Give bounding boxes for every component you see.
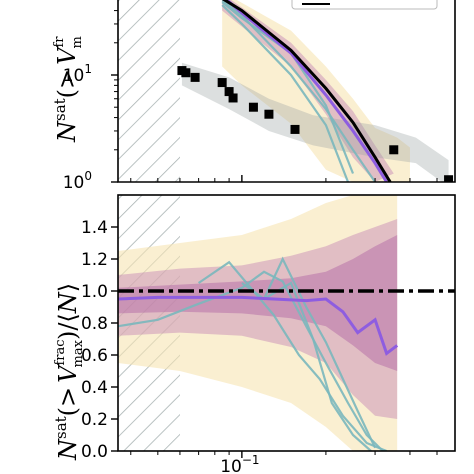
observed-point	[290, 124, 300, 134]
bottom-ytick-label: 0.6	[81, 346, 108, 366]
bottom-ytick-label: 1.2	[81, 250, 108, 270]
bottom-ylabel-v: V	[54, 363, 82, 383]
bottom-ylabel-sat: sat	[52, 416, 70, 439]
observed-point	[181, 68, 191, 78]
bottom-ylabel-frac: frac	[53, 339, 68, 365]
top-band-observed	[181, 62, 449, 182]
top-realisation-line-2	[221, 4, 350, 182]
observed-point	[217, 78, 227, 88]
bottom-ytick-label: 0.2	[81, 410, 108, 430]
top-lines	[221, 0, 392, 182]
legend-box	[291, 0, 438, 10]
bottom-realisation-line-0	[118, 270, 384, 451]
bottom-ylabel-rest: )/⟨	[54, 313, 82, 340]
bottom-ylabel-n2: N	[54, 291, 82, 314]
top-panel: 101 100 Nsat(> Vfr m	[51, 0, 456, 193]
top-axes-frame	[117, 0, 456, 183]
top-ylabel-paren: (>	[53, 69, 81, 98]
top-mean-line	[221, 0, 392, 182]
observed-point	[444, 175, 454, 182]
bottom-ticks: 0.0 0.2 0.4 0.6 0.8 1.0 1.2 1.4 10−1	[81, 175, 438, 474]
top-ylabel-sat: sat	[51, 98, 69, 121]
bottom-realisation-line-3	[263, 281, 372, 451]
bottom-xtick-label: 10−1	[220, 453, 259, 474]
top-observed-points	[177, 66, 454, 182]
bottom-realisation-line-1	[197, 260, 388, 451]
bottom-ytick-label: 0.8	[81, 314, 108, 334]
bottom-ylabel-n: N	[54, 438, 82, 461]
bottom-band-2	[118, 235, 398, 371]
top-median-line	[224, 0, 388, 182]
bottom-ytick-label: 1.0	[81, 282, 108, 302]
observed-point	[264, 109, 274, 119]
bottom-ylabel-paren: (>	[54, 387, 82, 416]
bottom-panel: 0.0 0.2 0.4 0.6 0.8 1.0 1.2 1.4 10−1 Nsat(> Vfrac…	[52, 175, 456, 474]
bottom-ylabel-max: max	[71, 339, 86, 367]
observed-point	[248, 102, 258, 112]
top-ytick-label: 100	[63, 169, 92, 193]
top-ylabel-m: m	[70, 36, 85, 48]
top-ylabel-fr: fr	[52, 36, 67, 48]
bottom-realisation-line-2	[241, 256, 377, 449]
bottom-band-1	[118, 219, 398, 419]
top-ytick-label: 101	[63, 62, 92, 86]
observed-point	[228, 93, 238, 103]
top-ylabel: Nsat(> Vfr m	[51, 36, 85, 143]
top-ylabel-v: V	[53, 45, 81, 65]
bottom-median-line	[118, 295, 399, 356]
bottom-lines	[118, 256, 455, 451]
observed-point	[190, 72, 200, 82]
top-ylabel-n: N	[53, 120, 81, 143]
bottom-ytick-label: 0.0	[81, 442, 108, 462]
top-excluded-region	[118, 0, 180, 182]
top-realisation-line-0	[221, 0, 377, 182]
bottom-ytick-label: 0.4	[81, 378, 108, 398]
top-ticks: 101 100	[63, 10, 118, 193]
top-band-inner	[222, 0, 394, 182]
bottom-ytick-label: 1.4	[81, 218, 108, 238]
bottom-ylabel-close: ⟩	[54, 283, 82, 292]
bottom-ylabel: Nsat(>Vfrac max)/⟨N⟩	[52, 283, 86, 461]
top-bands	[181, 0, 449, 182]
observed-point	[224, 87, 234, 97]
observed-point	[389, 145, 399, 155]
